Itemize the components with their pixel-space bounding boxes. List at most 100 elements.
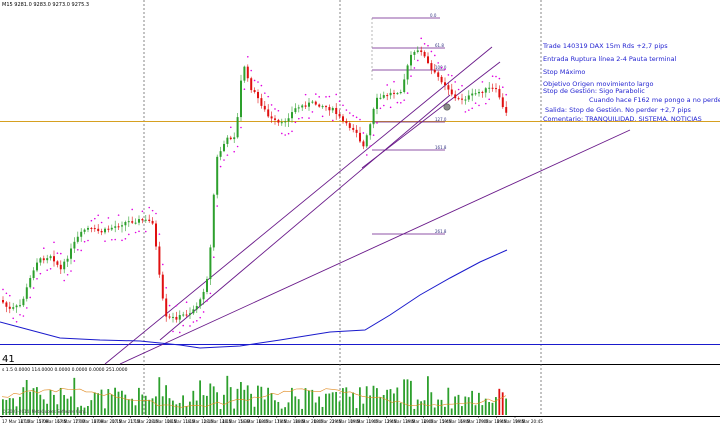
candle-body bbox=[240, 80, 242, 118]
candle-body bbox=[172, 316, 174, 318]
candle-body bbox=[348, 123, 351, 128]
sar-dot bbox=[32, 287, 35, 289]
candle-body bbox=[175, 316, 178, 320]
sar-dot bbox=[202, 311, 205, 313]
candle-body bbox=[219, 151, 222, 157]
candle-body bbox=[46, 258, 49, 261]
sar-dot bbox=[474, 102, 477, 104]
sar-dot bbox=[243, 88, 246, 91]
volume-bar bbox=[25, 379, 28, 415]
sar-dot bbox=[485, 102, 487, 105]
time-axis-label: 19 Mar 17:45 bbox=[460, 419, 488, 424]
volume-bar bbox=[450, 408, 453, 415]
sar-dot bbox=[315, 93, 317, 95]
candle-body bbox=[73, 241, 76, 249]
volume-bar bbox=[386, 389, 388, 415]
copyright-watermark: © 2001-2014, MetaQuotes Software Corp. bbox=[2, 409, 87, 414]
candle-body bbox=[202, 291, 205, 300]
volume-bar bbox=[216, 392, 218, 415]
sar-dot bbox=[236, 145, 239, 148]
candle-body bbox=[396, 93, 399, 95]
candle-body bbox=[42, 258, 45, 261]
volume-bar bbox=[501, 392, 504, 415]
volume-bar bbox=[257, 385, 259, 415]
volume-bar bbox=[209, 383, 212, 415]
sar-dot bbox=[216, 205, 218, 207]
sar-dot bbox=[151, 209, 154, 212]
candle-body bbox=[430, 63, 433, 70]
candle-body bbox=[80, 231, 83, 237]
symbol-header: M15 9281.0 9283.0 9273.0 9275.3 bbox=[2, 2, 89, 8]
time-axis-label: 19 Mar 10:45 bbox=[332, 419, 360, 424]
volume-bar bbox=[158, 377, 161, 415]
candle-body bbox=[471, 93, 474, 96]
candle-body bbox=[444, 82, 446, 86]
candle-body bbox=[291, 112, 293, 119]
sar-dot bbox=[281, 132, 283, 135]
sar-dot bbox=[162, 263, 164, 266]
candle-body bbox=[12, 307, 15, 309]
volume-bar bbox=[304, 388, 307, 415]
candle-body bbox=[182, 314, 185, 316]
sar-dot bbox=[325, 96, 327, 98]
volume-bar bbox=[376, 388, 378, 415]
candle-body bbox=[8, 306, 11, 309]
candle-body bbox=[369, 124, 372, 136]
parabolic-sar bbox=[2, 37, 508, 334]
candle-body bbox=[287, 118, 290, 122]
sar-dot bbox=[15, 320, 18, 323]
volume-bar bbox=[267, 387, 269, 415]
sar-dot bbox=[495, 75, 497, 78]
candle-body bbox=[440, 76, 443, 83]
candle-body bbox=[484, 88, 487, 93]
fibo-level-label: 127.0 bbox=[435, 117, 447, 122]
candle-body bbox=[223, 143, 225, 152]
candle-body bbox=[195, 306, 198, 310]
volume-bar bbox=[93, 392, 96, 415]
time-axis-label: 17 Mar 21:15 bbox=[112, 419, 140, 424]
annotation-trade: Trade 140319 DAX 15m Rds +2,7 pips bbox=[542, 42, 668, 50]
sar-dot bbox=[451, 74, 453, 77]
candle-body bbox=[127, 221, 130, 223]
sar-dot bbox=[141, 210, 144, 213]
candle-body bbox=[427, 56, 429, 64]
sar-dot bbox=[111, 238, 113, 241]
volume-bar bbox=[87, 405, 89, 415]
sar-dot bbox=[372, 134, 375, 136]
candle-body bbox=[491, 87, 494, 89]
sar-dot bbox=[128, 233, 130, 236]
sar-dot bbox=[274, 108, 276, 110]
volume-bar bbox=[100, 389, 103, 415]
candle-body bbox=[498, 89, 501, 98]
volume-bar bbox=[362, 403, 365, 415]
sar-dot bbox=[56, 252, 59, 254]
candle-body bbox=[155, 223, 157, 247]
volume-bar bbox=[348, 396, 351, 415]
sar-dot bbox=[478, 104, 480, 107]
sar-dot bbox=[83, 240, 86, 243]
volume-bar bbox=[410, 380, 412, 415]
candle-body bbox=[199, 299, 202, 307]
candle-body bbox=[328, 107, 331, 111]
volume-bar bbox=[127, 399, 130, 415]
candle-body bbox=[216, 156, 219, 195]
period-separators bbox=[143, 0, 542, 416]
candle-body bbox=[189, 313, 191, 315]
volume-bar bbox=[73, 377, 76, 415]
volume-header: s 1.5 0.0000 114.0000 0.0000 0.0000 0.00… bbox=[2, 367, 128, 373]
volume-bar bbox=[144, 395, 147, 415]
sar-dot bbox=[209, 292, 212, 295]
sar-dot bbox=[427, 44, 429, 47]
sar-dot bbox=[39, 272, 42, 275]
sar-dot bbox=[366, 154, 368, 156]
sar-dot bbox=[53, 241, 55, 244]
sar-dot bbox=[70, 270, 72, 272]
candle-body bbox=[362, 141, 365, 147]
candle-body bbox=[63, 261, 66, 270]
volume-bar bbox=[182, 395, 184, 415]
sar-dot bbox=[396, 101, 399, 104]
volume-bar bbox=[250, 393, 252, 415]
candle-body bbox=[359, 132, 361, 142]
